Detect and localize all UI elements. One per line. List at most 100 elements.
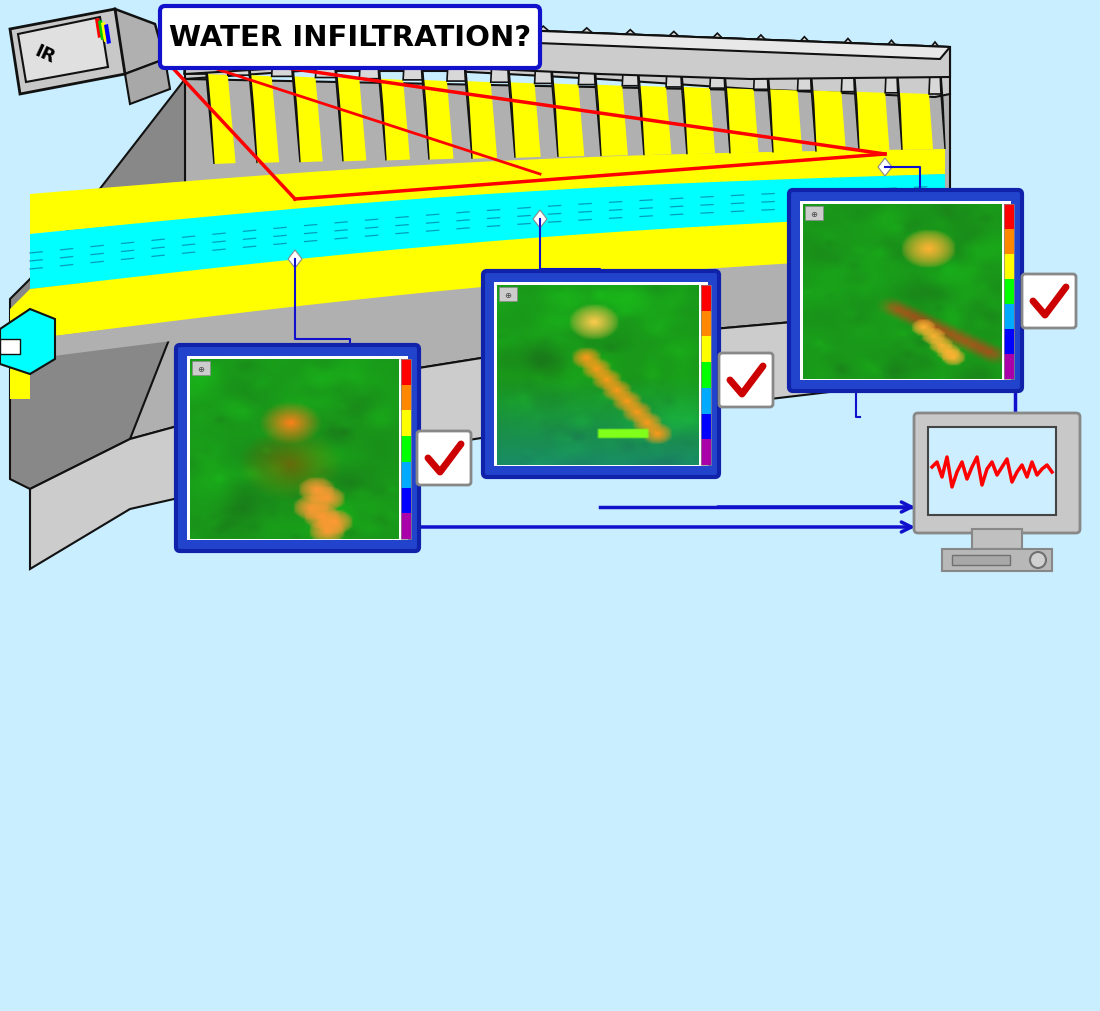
- Bar: [805, 207, 823, 220]
- FancyBboxPatch shape: [789, 191, 1022, 391]
- Polygon shape: [125, 60, 170, 105]
- Polygon shape: [293, 77, 322, 163]
- Bar: [402, 360, 411, 540]
- Polygon shape: [245, 20, 257, 164]
- Bar: [402, 411, 411, 437]
- Polygon shape: [228, 15, 250, 76]
- Polygon shape: [332, 23, 343, 162]
- Polygon shape: [878, 159, 892, 177]
- Bar: [402, 488, 411, 514]
- Text: ⊕: ⊕: [505, 290, 512, 299]
- Bar: [972, 530, 1022, 549]
- Bar: [701, 440, 711, 465]
- Bar: [1004, 255, 1014, 280]
- Polygon shape: [808, 42, 816, 153]
- Polygon shape: [10, 360, 30, 399]
- Polygon shape: [30, 214, 945, 340]
- Polygon shape: [18, 18, 108, 83]
- Bar: [499, 288, 517, 301]
- Polygon shape: [30, 175, 945, 290]
- Bar: [800, 202, 1011, 380]
- Bar: [1004, 330, 1014, 355]
- Bar: [402, 514, 411, 540]
- Polygon shape: [898, 94, 933, 151]
- Bar: [701, 388, 711, 415]
- Bar: [701, 415, 711, 440]
- Polygon shape: [508, 83, 541, 159]
- Polygon shape: [638, 87, 671, 156]
- Bar: [1004, 205, 1014, 229]
- Bar: [701, 337, 711, 363]
- Polygon shape: [447, 23, 465, 82]
- Polygon shape: [316, 18, 336, 79]
- Bar: [1004, 205, 1014, 379]
- Polygon shape: [288, 251, 302, 269]
- FancyBboxPatch shape: [914, 413, 1080, 534]
- Bar: [1004, 355, 1014, 379]
- Polygon shape: [679, 37, 688, 155]
- Bar: [402, 360, 411, 385]
- Polygon shape: [10, 10, 125, 95]
- Bar: [1004, 304, 1014, 330]
- Polygon shape: [30, 309, 940, 569]
- Polygon shape: [812, 91, 846, 153]
- Polygon shape: [376, 25, 386, 162]
- Bar: [402, 437, 411, 462]
- Polygon shape: [378, 80, 410, 162]
- Polygon shape: [0, 309, 55, 375]
- Polygon shape: [595, 86, 628, 157]
- Polygon shape: [98, 21, 104, 41]
- Text: ⊕: ⊕: [811, 209, 817, 218]
- Polygon shape: [506, 30, 515, 159]
- Polygon shape: [250, 76, 279, 164]
- Polygon shape: [592, 33, 601, 157]
- FancyBboxPatch shape: [160, 7, 540, 69]
- Polygon shape: [852, 44, 859, 152]
- Polygon shape: [766, 40, 773, 154]
- Polygon shape: [465, 82, 497, 160]
- Polygon shape: [206, 75, 235, 165]
- Polygon shape: [682, 88, 715, 155]
- Bar: [1004, 280, 1014, 304]
- Bar: [0, 340, 20, 355]
- Polygon shape: [939, 48, 945, 150]
- Polygon shape: [754, 36, 768, 90]
- Polygon shape: [535, 27, 552, 84]
- Text: ⊕: ⊕: [198, 364, 205, 373]
- Text: IR: IR: [32, 42, 58, 68]
- Polygon shape: [667, 32, 682, 88]
- Polygon shape: [491, 25, 508, 83]
- Bar: [402, 385, 411, 411]
- Polygon shape: [185, 18, 950, 60]
- Bar: [942, 549, 1052, 571]
- Polygon shape: [272, 16, 293, 77]
- Polygon shape: [185, 18, 950, 98]
- Bar: [701, 286, 711, 311]
- Polygon shape: [360, 20, 378, 80]
- Polygon shape: [10, 290, 30, 340]
- Polygon shape: [184, 13, 206, 75]
- Polygon shape: [30, 150, 945, 235]
- Polygon shape: [930, 42, 940, 95]
- Polygon shape: [419, 27, 429, 161]
- Polygon shape: [30, 80, 950, 489]
- Polygon shape: [95, 19, 102, 39]
- Bar: [494, 283, 708, 466]
- Polygon shape: [549, 32, 558, 158]
- Bar: [701, 286, 711, 465]
- Polygon shape: [842, 39, 855, 93]
- Polygon shape: [798, 37, 812, 91]
- Polygon shape: [886, 41, 898, 94]
- Bar: [402, 462, 411, 488]
- Polygon shape: [725, 89, 759, 155]
- Polygon shape: [202, 18, 215, 165]
- FancyBboxPatch shape: [417, 432, 471, 485]
- Bar: [1004, 229, 1014, 255]
- Text: WATER INFILTRATION?: WATER INFILTRATION?: [169, 24, 531, 52]
- Bar: [187, 357, 408, 541]
- Bar: [701, 311, 711, 337]
- Polygon shape: [101, 23, 108, 42]
- Circle shape: [1030, 552, 1046, 568]
- Polygon shape: [723, 39, 730, 155]
- Polygon shape: [116, 10, 165, 75]
